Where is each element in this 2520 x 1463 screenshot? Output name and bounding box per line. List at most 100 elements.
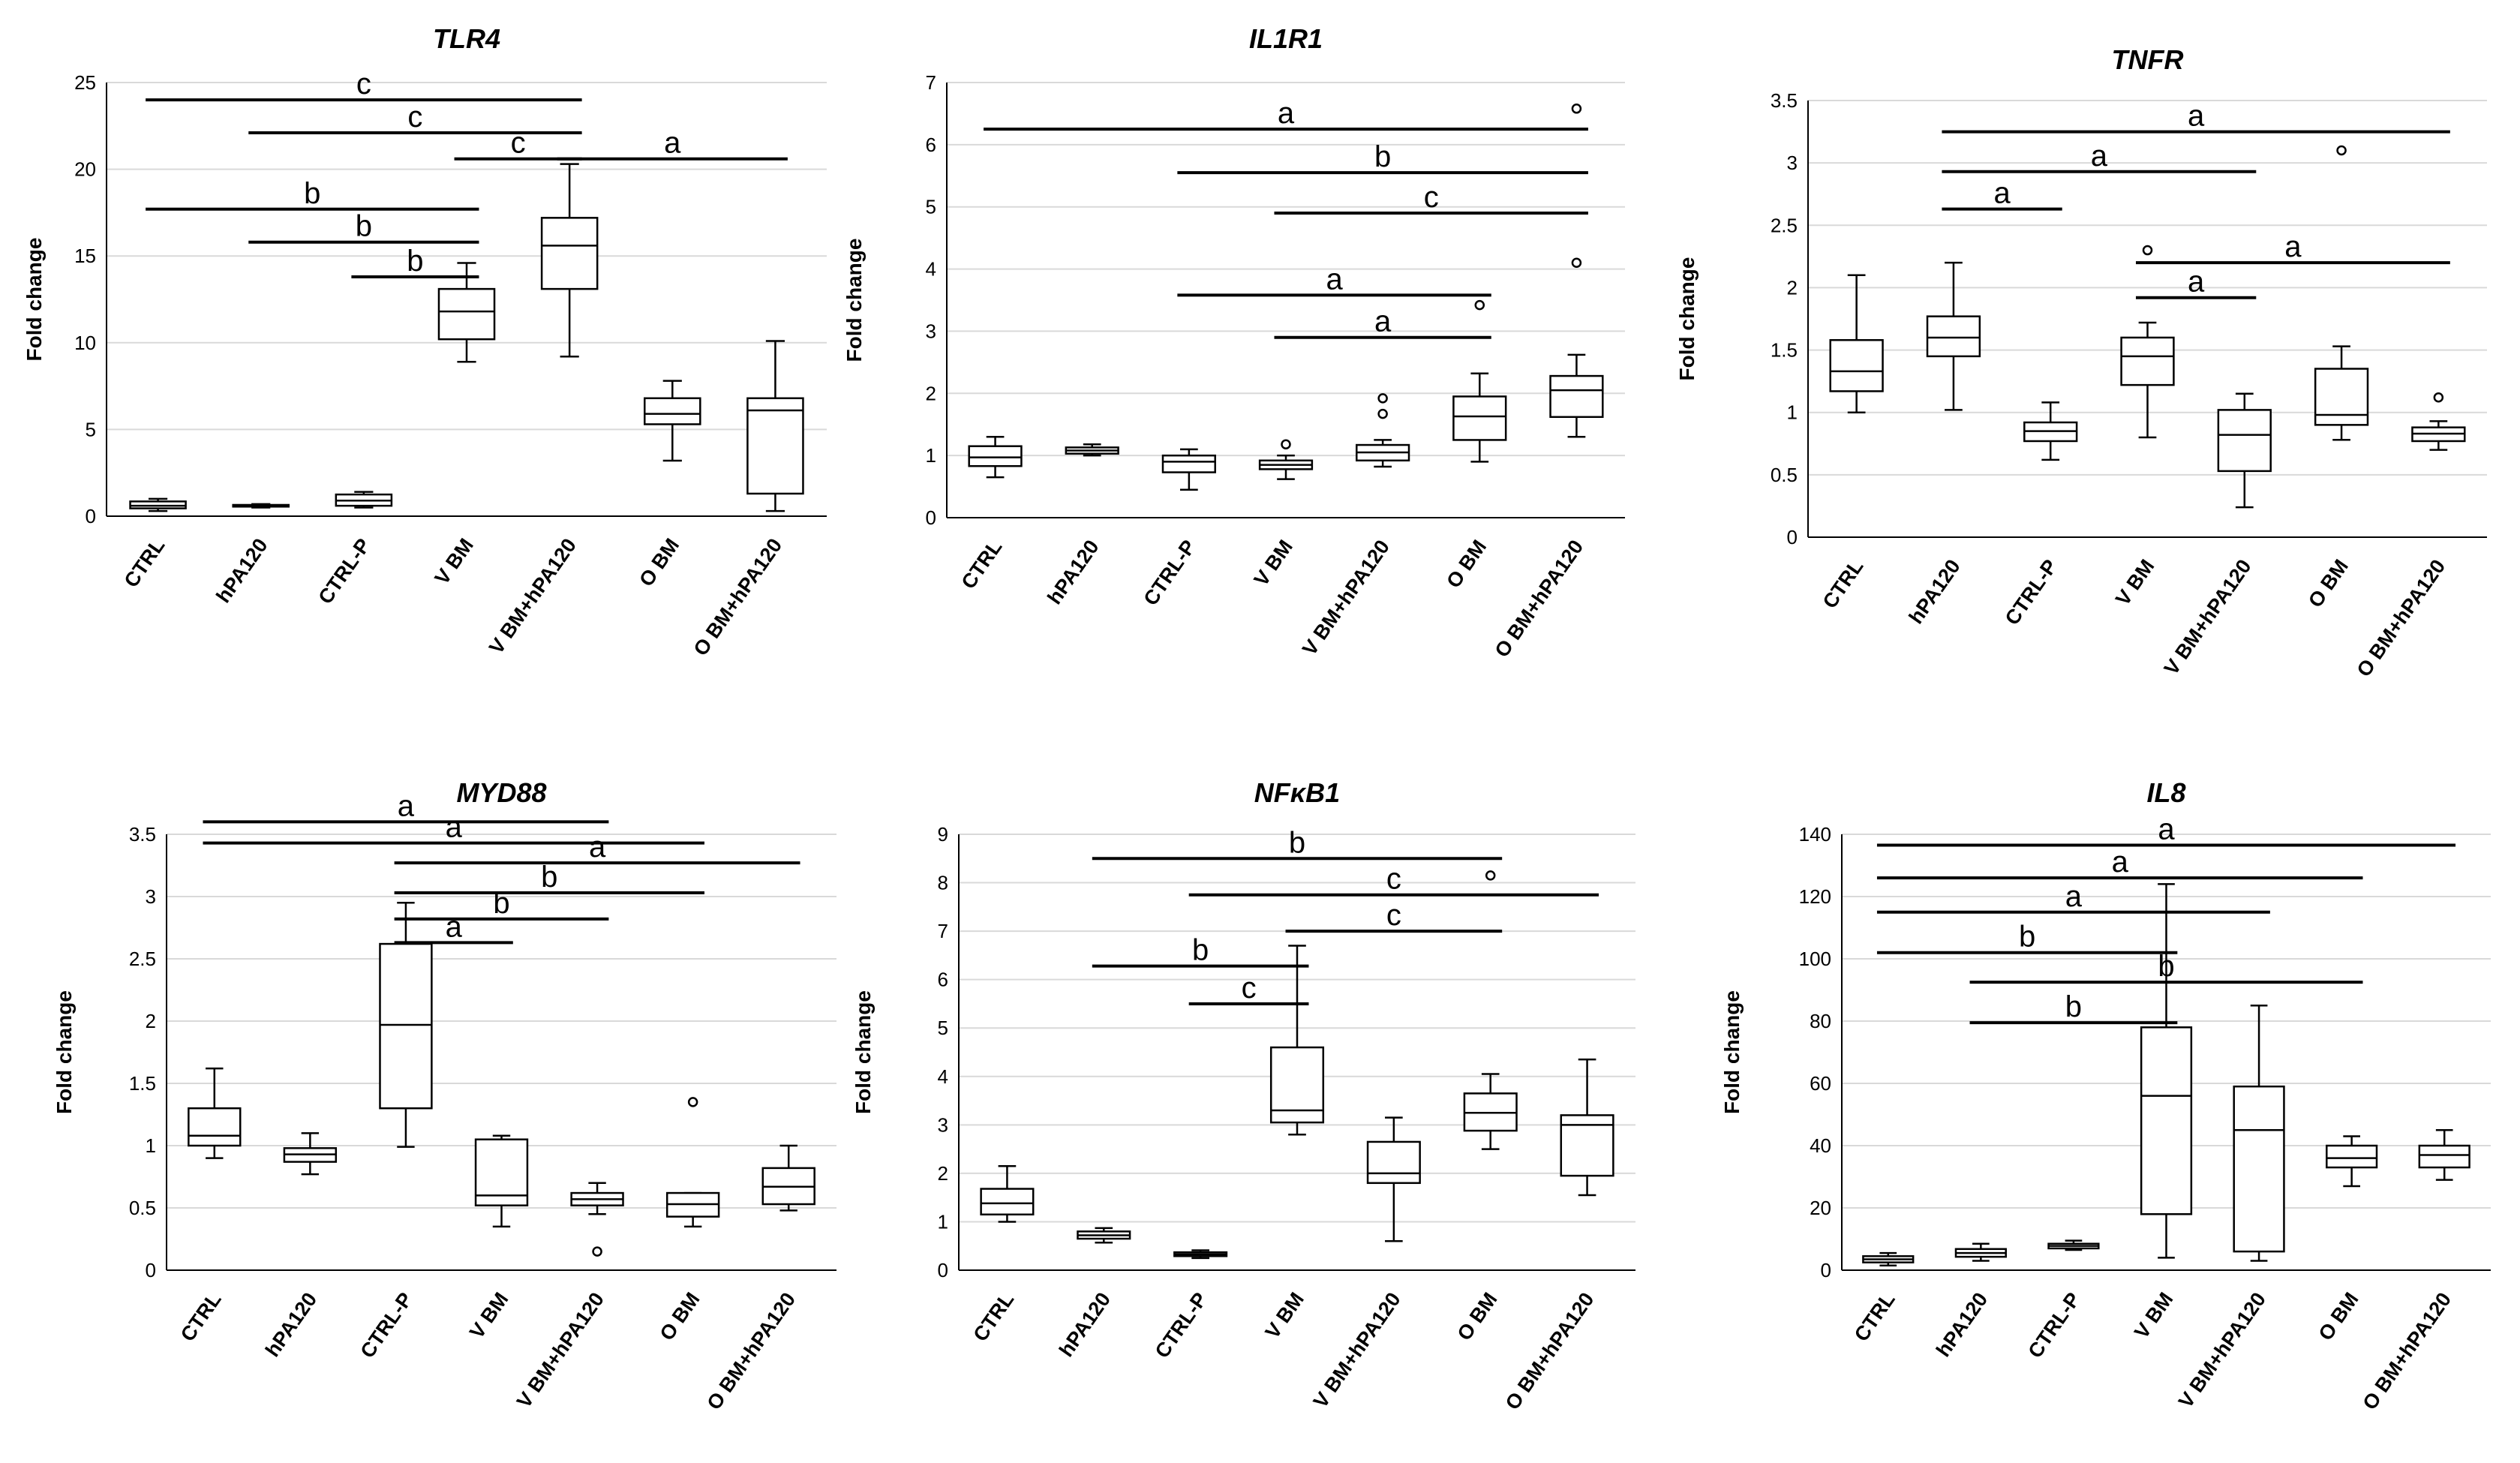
box-0 bbox=[1862, 1251, 1915, 1267]
y-tick-label: 1 bbox=[1787, 401, 1798, 424]
panel-title: NFκB1 bbox=[1254, 777, 1340, 808]
significance-letter: a bbox=[1278, 97, 1295, 130]
y-axis-label: Fold change bbox=[53, 990, 76, 1114]
box-iqr bbox=[980, 1188, 1035, 1216]
panel-title: TNFR bbox=[2112, 44, 2184, 75]
box-iqr bbox=[437, 287, 496, 341]
y-tick-label: 100 bbox=[1799, 948, 1831, 970]
significance-letter: b bbox=[304, 177, 320, 210]
box-iqr bbox=[2314, 368, 2369, 426]
box-6 bbox=[2418, 1129, 2470, 1181]
y-tick-label: 0 bbox=[146, 1259, 156, 1281]
y-tick-label: 40 bbox=[1810, 1134, 1831, 1157]
y-tick-label: 0 bbox=[86, 505, 96, 527]
box-0 bbox=[129, 497, 187, 512]
significance-letter: c bbox=[407, 101, 422, 134]
box-4 bbox=[2233, 1005, 2285, 1262]
y-tick-label: 10 bbox=[74, 332, 96, 354]
y-tick-label: 80 bbox=[1810, 1010, 1831, 1032]
box-iqr bbox=[2326, 1144, 2378, 1169]
outlier-point bbox=[2433, 392, 2444, 403]
box-iqr bbox=[1829, 339, 1884, 392]
y-tick-label: 0 bbox=[938, 1259, 948, 1281]
y-tick-label: 0 bbox=[926, 506, 936, 529]
outlier-point bbox=[1485, 870, 1496, 881]
significance-letter: a bbox=[2158, 813, 2175, 846]
y-tick-label: 6 bbox=[926, 134, 936, 156]
y-tick-label: 1.5 bbox=[1771, 339, 1798, 362]
box-3 bbox=[474, 1134, 529, 1228]
box-iqr bbox=[474, 1138, 529, 1206]
panel-title: IL8 bbox=[2146, 777, 2185, 808]
box-1 bbox=[1954, 1242, 2007, 1262]
significance-letter: a bbox=[2065, 880, 2083, 913]
y-tick-label: 2 bbox=[1787, 276, 1798, 299]
outlier-point bbox=[1474, 299, 1485, 311]
outlier-point bbox=[592, 1246, 602, 1257]
box-iqr bbox=[2418, 1144, 2470, 1169]
y-tick-label: 3 bbox=[938, 1113, 948, 1136]
y-tick-label: 3.5 bbox=[1771, 89, 1798, 112]
y-tick-label: 8 bbox=[938, 872, 948, 894]
y-tick-label: 5 bbox=[926, 196, 936, 218]
y-tick-label: 4 bbox=[938, 1065, 948, 1088]
y-axis-label: Fold change bbox=[843, 239, 866, 362]
box-3 bbox=[2120, 245, 2175, 439]
significance-letter: b bbox=[493, 887, 509, 920]
box-2 bbox=[335, 491, 393, 509]
box-4 bbox=[1356, 393, 1410, 468]
y-tick-label: 0.5 bbox=[1771, 464, 1798, 486]
significance-letter: a bbox=[2188, 266, 2205, 299]
significance-letter: a bbox=[2284, 230, 2302, 263]
box-6 bbox=[746, 340, 804, 512]
y-tick-label: 2 bbox=[146, 1010, 156, 1032]
box-1 bbox=[283, 1132, 338, 1176]
y-tick-label: 20 bbox=[1810, 1197, 1831, 1219]
y-tick-label: 3 bbox=[146, 885, 156, 908]
significance-letter: a bbox=[2112, 846, 2129, 879]
significance-letter: b bbox=[1289, 826, 1305, 859]
box-iqr bbox=[2120, 336, 2175, 386]
box-2 bbox=[379, 902, 433, 1148]
y-tick-label: 25 bbox=[74, 71, 96, 94]
y-axis-label: Fold change bbox=[852, 990, 875, 1114]
y-tick-label: 2 bbox=[926, 382, 936, 404]
outlier-point bbox=[1571, 257, 1582, 269]
box-0 bbox=[1829, 274, 1884, 413]
significance-letter: c bbox=[1424, 181, 1439, 214]
box-3 bbox=[2140, 883, 2193, 1259]
box-5 bbox=[665, 1097, 720, 1228]
y-tick-label: 1 bbox=[938, 1210, 948, 1233]
y-axis-label: Fold change bbox=[1720, 990, 1744, 1114]
significance-letter: a bbox=[2188, 100, 2205, 133]
box-3 bbox=[1269, 945, 1325, 1136]
panel-title: MYD88 bbox=[456, 777, 546, 808]
box-iqr bbox=[2233, 1085, 2285, 1253]
box-1 bbox=[1077, 1227, 1131, 1244]
box-iqr bbox=[2217, 409, 2272, 473]
box-1 bbox=[1065, 443, 1119, 457]
box-iqr bbox=[1366, 1140, 1421, 1185]
significance-letter: b bbox=[1192, 934, 1209, 967]
y-tick-label: 2 bbox=[938, 1162, 948, 1185]
box-6 bbox=[1549, 104, 1604, 438]
y-tick-label: 3 bbox=[1787, 152, 1798, 174]
outlier-point bbox=[1377, 393, 1388, 404]
significance-letter: a bbox=[589, 831, 606, 864]
box-0 bbox=[188, 1067, 242, 1159]
y-tick-label: 0 bbox=[1821, 1259, 1831, 1281]
significance-letter: b bbox=[1374, 140, 1391, 173]
box-iqr bbox=[968, 445, 1023, 467]
y-tick-label: 7 bbox=[926, 71, 936, 94]
significance-letter: b bbox=[541, 861, 557, 894]
box-4 bbox=[1366, 1116, 1421, 1242]
box-4 bbox=[2217, 392, 2272, 509]
box-5 bbox=[644, 380, 701, 462]
significance-letter: b bbox=[2065, 990, 2082, 1023]
significance-letter: b bbox=[2158, 950, 2174, 983]
y-tick-label: 1 bbox=[146, 1134, 156, 1157]
box-iqr bbox=[540, 217, 599, 290]
panel-title: IL1R1 bbox=[1249, 23, 1323, 54]
significance-letter: c bbox=[356, 68, 371, 101]
